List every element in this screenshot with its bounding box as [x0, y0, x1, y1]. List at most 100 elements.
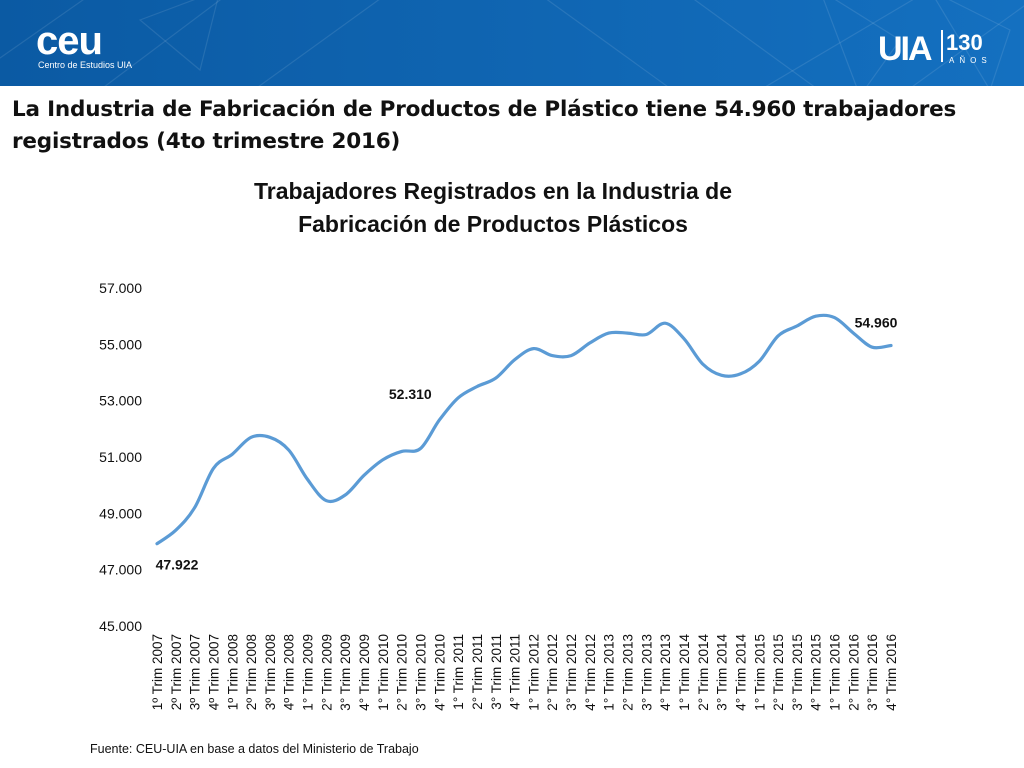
y-tick-label: 51.000	[99, 449, 142, 465]
y-tick-label: 47.000	[99, 562, 142, 578]
x-tick-label: 3º Trim 2007	[188, 634, 203, 710]
data-point	[645, 333, 648, 336]
x-tick-label: 3° Trim 2014	[715, 634, 730, 711]
x-tick-label: 3° Trim 2015	[790, 634, 805, 711]
x-tick-label: 3º Trim 2008	[263, 634, 278, 710]
data-point	[890, 344, 893, 347]
data-point	[381, 458, 384, 461]
uia-130-logo: UIA 130 AÑOS	[878, 30, 987, 68]
x-tick-label: 3° Trim 2013	[639, 634, 654, 711]
data-point	[457, 396, 460, 399]
x-tick-label: 2° Trim 2013	[621, 634, 636, 711]
data-point	[626, 332, 629, 335]
data-point	[268, 436, 271, 439]
x-tick-label: 4° Trim 2016	[884, 634, 899, 711]
x-tick-label: 1° Trim 2009	[301, 634, 316, 711]
x-tick-label: 2° Trim 2011	[470, 634, 485, 710]
data-point	[532, 347, 535, 350]
data-point	[363, 474, 366, 477]
x-tick-label: 1º Trim 2007	[150, 634, 165, 710]
data-point	[833, 316, 836, 319]
x-tick-label: 4° Trim 2009	[357, 634, 372, 711]
x-tick-label: 1º Trim 2008	[225, 634, 240, 710]
x-tick-label: 1° Trim 2014	[677, 634, 692, 711]
x-tick-label: 3° Trim 2010	[413, 634, 428, 711]
data-point	[231, 453, 234, 456]
data-labels: 47.922 52.310 54.960	[156, 315, 898, 573]
data-point	[720, 374, 723, 377]
source-note: Fuente: CEU-UIA en base a datos del Mini…	[90, 742, 419, 756]
data-label: 47.922	[156, 557, 199, 573]
x-tick-label: 4º Trim 2007	[206, 634, 221, 710]
y-axis: 45.000 47.000 49.000 51.000 53.000 55.000 57.0…	[99, 280, 142, 634]
data-point	[325, 499, 328, 502]
data-point	[419, 447, 422, 450]
x-tick-label: 3° Trim 2009	[338, 634, 353, 711]
data-point	[513, 358, 516, 361]
data-point	[607, 332, 610, 335]
series-points	[156, 315, 893, 546]
x-tick-label: 4° Trim 2010	[432, 634, 447, 711]
chart-title-line: Trabajadores Registrados en la Industria…	[254, 178, 732, 204]
uia-logo-number: 130	[946, 30, 983, 55]
data-point	[795, 325, 798, 328]
x-tick-label: 2º Trim 2008	[244, 634, 259, 710]
x-tick-label: 4° Trim 2014	[733, 634, 748, 711]
data-point	[852, 332, 855, 335]
uia-logo-divider	[941, 30, 943, 62]
ceu-logo-subtitle: Centro de Estudios UIA	[38, 60, 132, 70]
data-point	[287, 449, 290, 452]
chart-title: Trabajadores Registrados en la Industria…	[254, 178, 732, 237]
data-point	[551, 354, 554, 357]
data-point	[212, 467, 215, 470]
data-point	[701, 363, 704, 366]
x-tick-label: 2º Trim 2007	[169, 634, 184, 710]
data-point	[871, 346, 874, 349]
data-point	[758, 360, 761, 363]
series-line	[155, 313, 893, 546]
x-tick-label: 4º Trim 2008	[282, 634, 297, 710]
x-tick-label: 1° Trim 2016	[828, 634, 843, 711]
x-tick-label: 2° Trim 2009	[319, 634, 334, 711]
x-tick-label: 4° Trim 2011	[508, 634, 523, 710]
data-point	[438, 419, 441, 422]
data-point	[306, 478, 309, 481]
y-tick-label: 49.000	[99, 505, 142, 521]
banner-decoration	[0, 0, 1024, 86]
data-point	[777, 334, 780, 337]
y-tick-label: 45.000	[99, 618, 142, 634]
data-point	[250, 436, 253, 439]
x-tick-label: 1° Trim 2010	[376, 634, 391, 711]
data-point	[588, 341, 591, 344]
x-tick-label: 1° Trim 2015	[752, 634, 767, 711]
y-tick-label: 55.000	[99, 336, 142, 352]
y-tick-label: 53.000	[99, 393, 142, 409]
data-label: 52.310	[389, 386, 432, 402]
x-tick-label: 4° Trim 2013	[658, 634, 673, 711]
data-point	[193, 506, 196, 509]
x-tick-label: 2° Trim 2012	[545, 634, 560, 711]
data-point	[400, 450, 403, 453]
data-point	[739, 372, 742, 375]
data-point	[683, 337, 686, 340]
data-point	[344, 494, 347, 497]
data-point	[664, 322, 667, 325]
data-point	[156, 542, 159, 545]
ceu-logo: ceu Centro de Estudios UIA	[36, 19, 132, 70]
x-tick-label: 3° Trim 2011	[489, 634, 504, 710]
x-tick-label: 1° Trim 2013	[602, 634, 617, 711]
chart-title-line: Fabricación de Productos Plásticos	[298, 211, 688, 237]
x-tick-label: 1° Trim 2012	[526, 634, 541, 711]
header-banner: ceu Centro de Estudios UIA UIA 130 AÑOS	[0, 0, 1024, 86]
page-headline: La Industria de Fabricación de Productos…	[12, 97, 957, 154]
data-point	[174, 529, 177, 532]
data-point	[814, 315, 817, 318]
ceu-logo-wordmark: ceu	[36, 19, 102, 63]
data-point	[494, 377, 497, 380]
data-label: 54.960	[855, 315, 898, 331]
x-tick-label: 3° Trim 2016	[865, 634, 880, 711]
x-tick-label: 2° Trim 2010	[395, 634, 410, 711]
uia-logo-wordmark: UIA	[878, 30, 932, 68]
x-tick-label: 4° Trim 2015	[809, 634, 824, 711]
